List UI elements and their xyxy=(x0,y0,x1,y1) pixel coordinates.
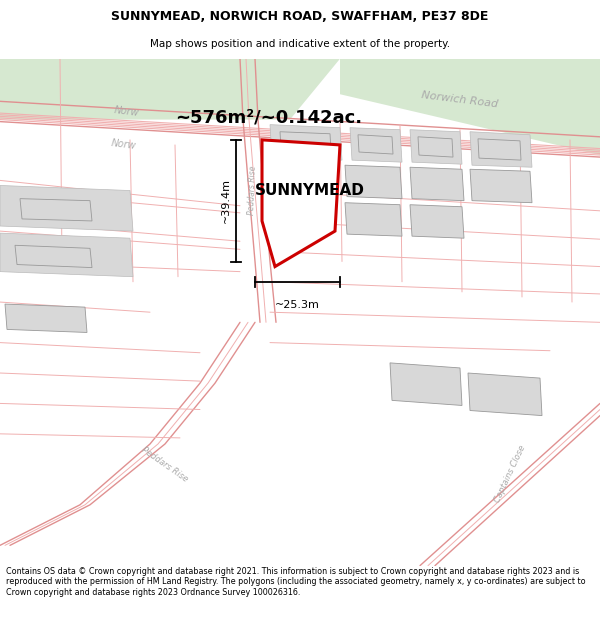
Text: SUNNYMEAD: SUNNYMEAD xyxy=(255,183,365,198)
Polygon shape xyxy=(15,245,92,268)
Polygon shape xyxy=(470,132,532,168)
Text: Contains OS data © Crown copyright and database right 2021. This information is : Contains OS data © Crown copyright and d… xyxy=(6,567,586,597)
Polygon shape xyxy=(0,186,133,231)
Polygon shape xyxy=(470,169,532,202)
Polygon shape xyxy=(345,165,402,199)
Polygon shape xyxy=(410,130,462,164)
Text: Map shows position and indicative extent of the property.: Map shows position and indicative extent… xyxy=(150,39,450,49)
Text: ~576m²/~0.142ac.: ~576m²/~0.142ac. xyxy=(175,109,362,126)
Text: Norwich Road: Norwich Road xyxy=(421,89,499,109)
Polygon shape xyxy=(0,233,133,277)
Text: Peddars Rise: Peddars Rise xyxy=(247,166,257,216)
Polygon shape xyxy=(20,199,92,221)
Text: ~39.4m: ~39.4m xyxy=(221,178,231,223)
Polygon shape xyxy=(0,59,340,119)
Text: Captains Close: Captains Close xyxy=(493,444,527,504)
Polygon shape xyxy=(262,140,340,267)
Polygon shape xyxy=(270,124,342,160)
Polygon shape xyxy=(410,168,464,201)
Polygon shape xyxy=(410,205,464,238)
Text: Peddars Rise: Peddars Rise xyxy=(140,445,190,484)
Text: SUNNYMEAD, NORWICH ROAD, SWAFFHAM, PE37 8DE: SUNNYMEAD, NORWICH ROAD, SWAFFHAM, PE37 … xyxy=(112,10,488,23)
Polygon shape xyxy=(478,139,521,160)
Text: Norw: Norw xyxy=(114,105,140,118)
Polygon shape xyxy=(358,135,393,154)
Polygon shape xyxy=(418,137,453,157)
Polygon shape xyxy=(5,304,87,332)
Text: Norw: Norw xyxy=(110,138,136,151)
Text: ~25.3m: ~25.3m xyxy=(275,300,320,310)
Polygon shape xyxy=(345,202,402,236)
Polygon shape xyxy=(468,373,542,416)
Polygon shape xyxy=(340,59,600,155)
Polygon shape xyxy=(280,132,331,152)
Polygon shape xyxy=(350,127,402,162)
Polygon shape xyxy=(390,363,462,406)
